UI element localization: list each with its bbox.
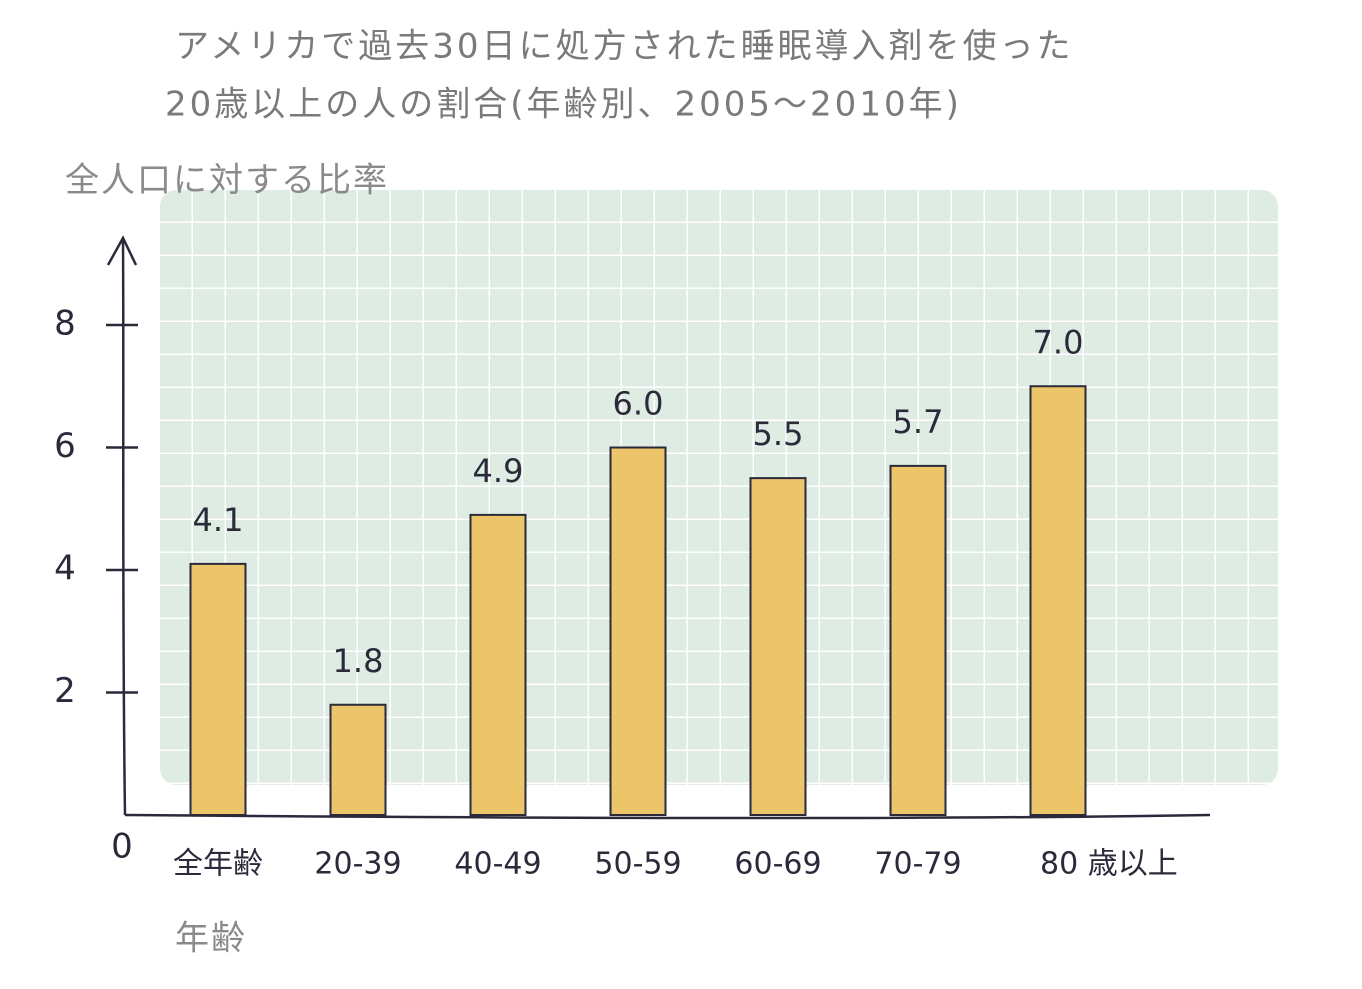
- bar: [889, 464, 947, 816]
- value-label: 4.9: [473, 452, 524, 490]
- y-tick-label: 8: [54, 304, 76, 344]
- plot-background: [160, 190, 1278, 785]
- bar: [329, 703, 387, 816]
- x-tick-label: 全年齢: [173, 847, 263, 882]
- x-axis: [124, 813, 1211, 820]
- value-label: 4.1: [193, 501, 244, 539]
- y-tick-label: 0: [111, 827, 133, 867]
- x-tick-label: 60-69: [734, 847, 821, 882]
- x-tick-label: 70-79: [874, 847, 961, 882]
- x-tick-label: 80 歳以上: [1040, 847, 1178, 882]
- bar: [189, 562, 247, 816]
- y-tick-label: 6: [54, 426, 76, 466]
- x-tick-label: 50-59: [594, 847, 681, 882]
- chart-title-line: アメリカで過去30日に処方された睡眠導入剤を使った: [175, 27, 1074, 67]
- bar: [749, 477, 807, 816]
- bar: [609, 446, 667, 816]
- y-tick-label: 4: [54, 549, 76, 589]
- y-tick-label: 2: [54, 671, 76, 711]
- chart-title-line: 20歳以上の人の割合(年齢別、2005～2010年): [165, 85, 962, 125]
- bar: [1029, 385, 1087, 816]
- x-tick-label: 20-39: [314, 847, 401, 882]
- x-tick-label: 40-49: [454, 847, 541, 882]
- bar: [469, 513, 527, 816]
- value-label: 7.0: [1033, 323, 1084, 361]
- y-axis: [106, 235, 138, 816]
- x-axis-title: 年齢: [175, 919, 247, 959]
- value-label: 5.7: [893, 403, 944, 441]
- value-label: 5.5: [753, 415, 804, 453]
- y-axis-title: 全人口に対する比率: [65, 161, 389, 201]
- value-label: 6.0: [613, 385, 664, 423]
- value-label: 1.8: [333, 642, 384, 680]
